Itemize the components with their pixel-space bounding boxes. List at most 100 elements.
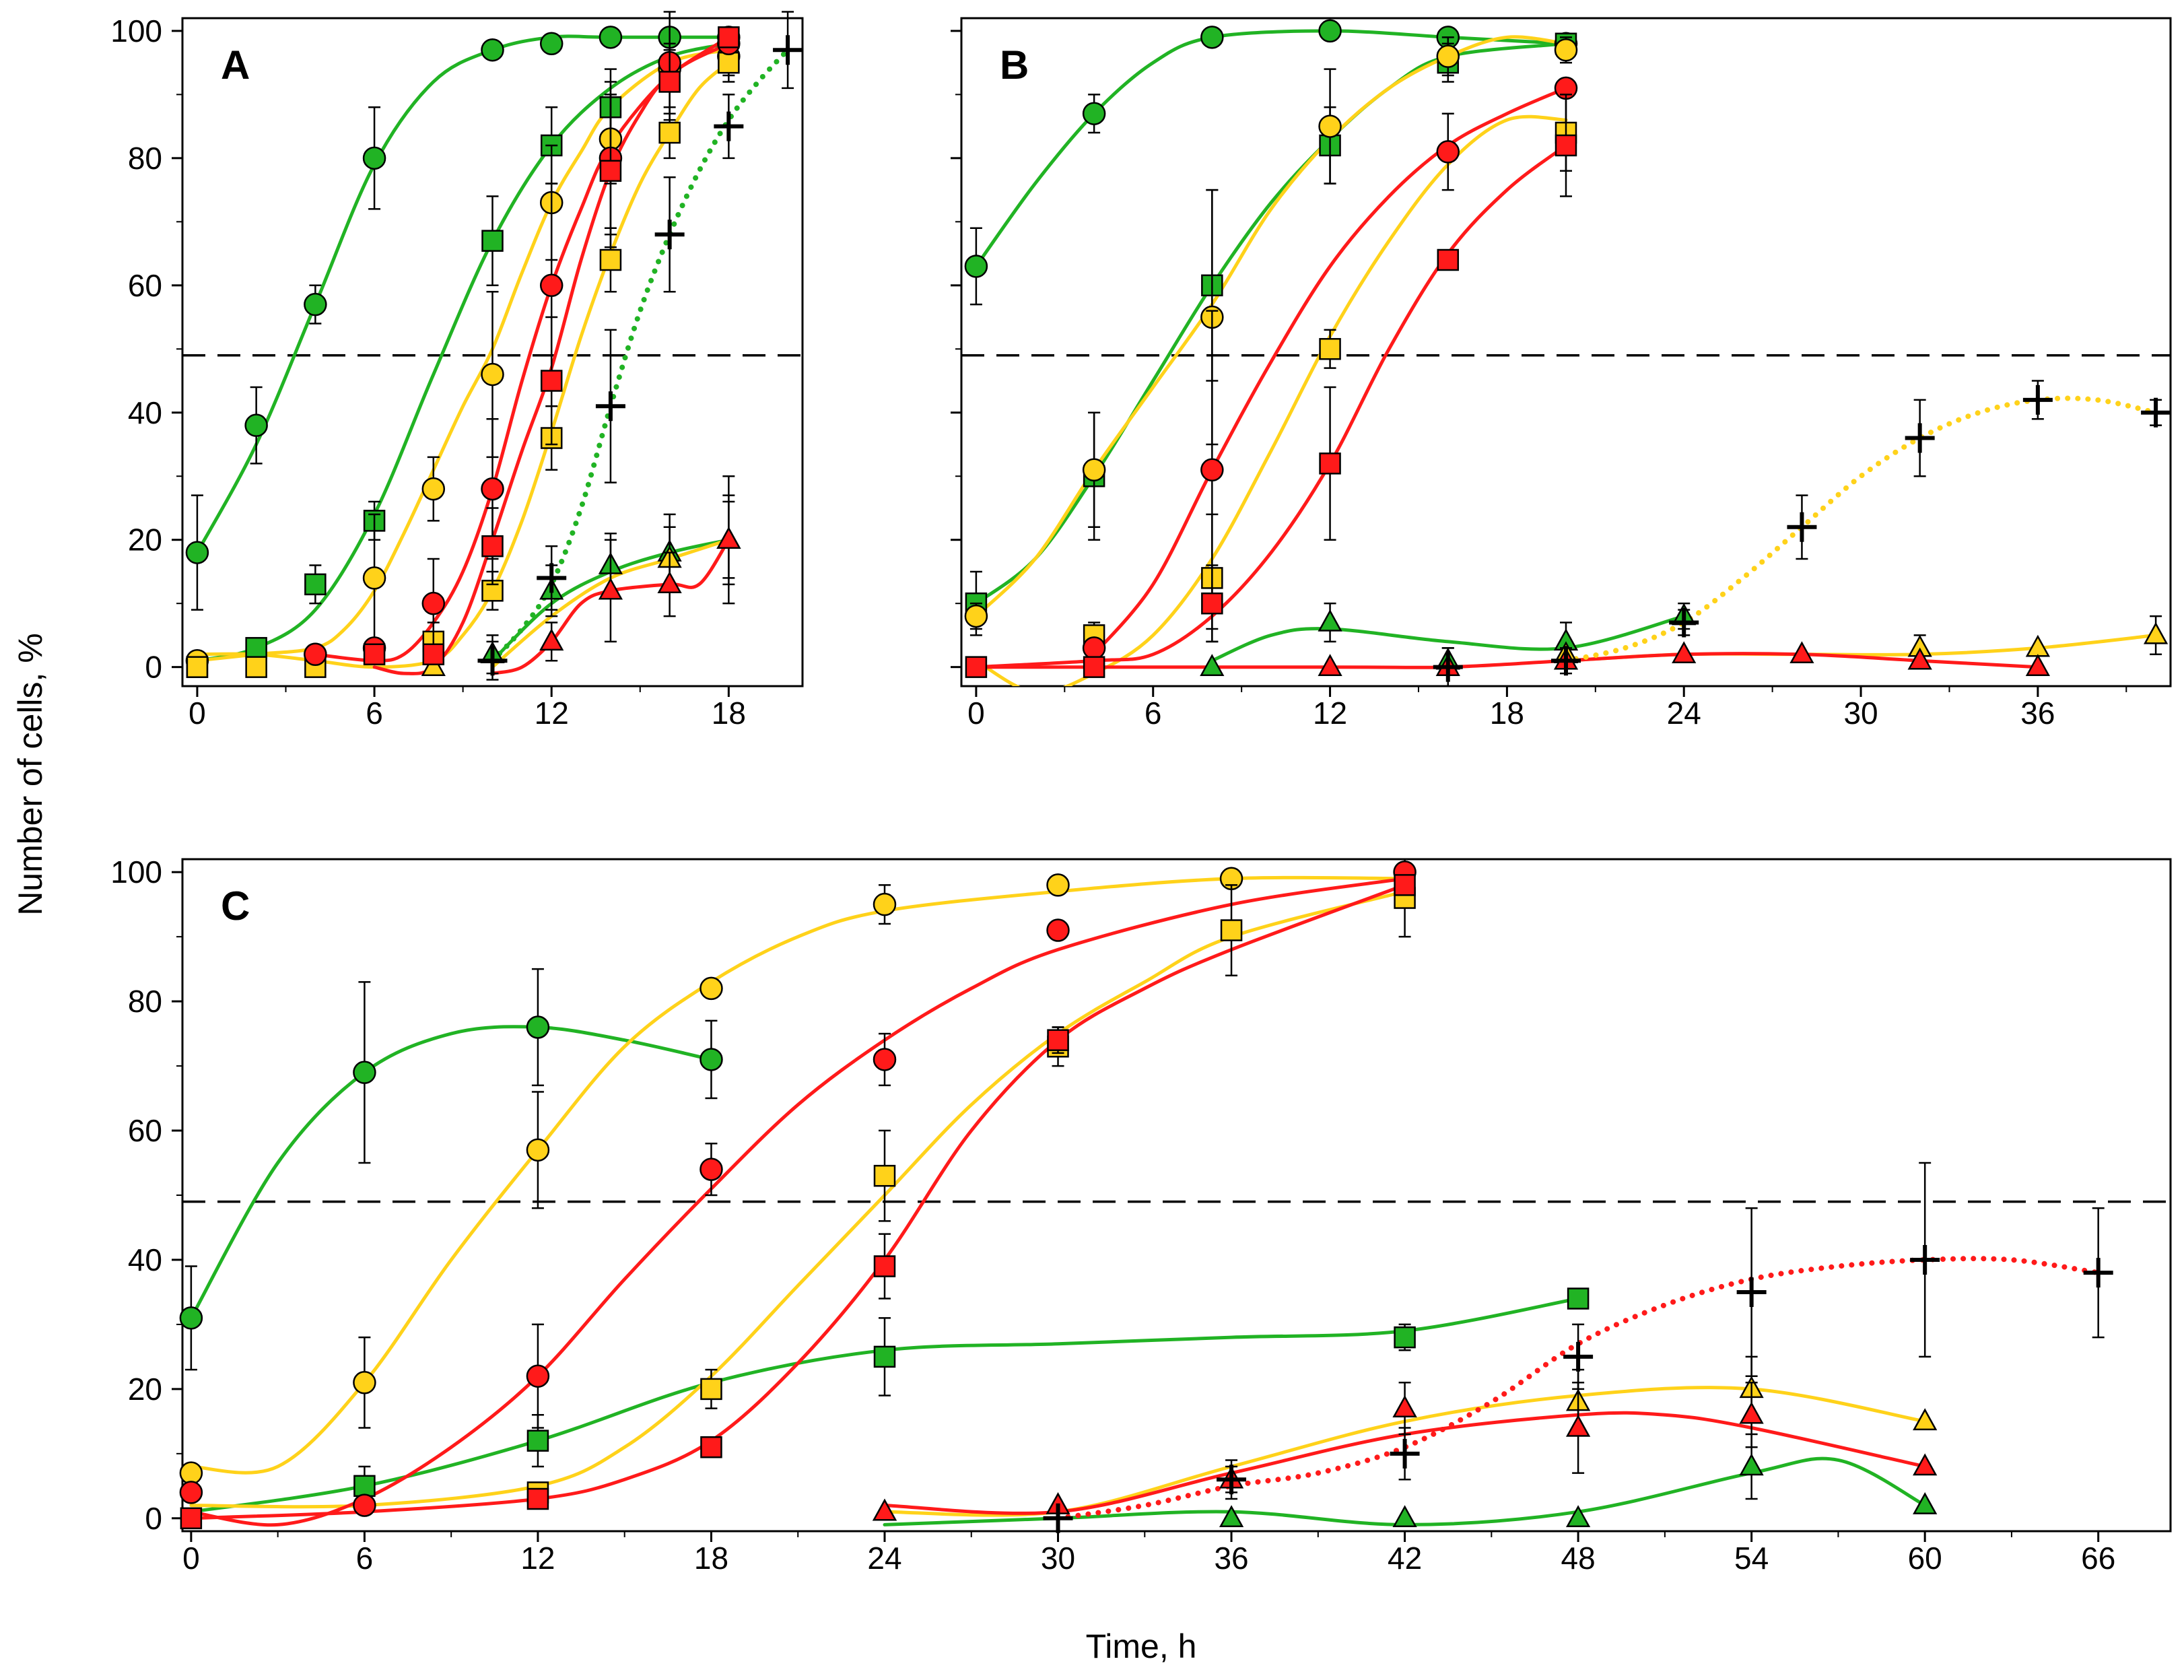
black-cross-point bbox=[1787, 512, 1817, 542]
x-tick-label: 24 bbox=[1667, 696, 1701, 731]
yellow-square-point bbox=[1319, 338, 1341, 360]
green-square-point bbox=[481, 230, 504, 252]
black-cross-point bbox=[595, 391, 625, 422]
black-cross-point bbox=[1910, 1244, 1940, 1275]
red-circle-point bbox=[353, 1493, 376, 1517]
green-triangle-point bbox=[1219, 1505, 1244, 1528]
y-tick-label: 100 bbox=[110, 13, 162, 48]
green-square-point bbox=[245, 637, 267, 659]
green-triangle-point bbox=[1565, 1505, 1591, 1528]
red-triangle-point bbox=[1672, 641, 1697, 664]
red-circle-point bbox=[1082, 636, 1106, 660]
yellow-circle-point bbox=[353, 1371, 376, 1395]
x-tick-label: 6 bbox=[356, 1541, 374, 1576]
black-cross-point bbox=[537, 563, 567, 593]
red-circle-point bbox=[304, 642, 327, 667]
yellow-circle-point bbox=[1082, 458, 1106, 482]
black-cross-point bbox=[477, 646, 508, 676]
yellow-circle-point bbox=[1046, 873, 1070, 897]
green-square-point bbox=[1567, 1287, 1590, 1310]
y-tick-label: 60 bbox=[128, 1113, 162, 1148]
yellow-circle-point bbox=[1554, 38, 1578, 62]
red-triangle-point bbox=[539, 628, 564, 651]
yellow-circle-point bbox=[964, 604, 988, 628]
curve-green-square bbox=[974, 42, 1568, 605]
x-tick-label: 36 bbox=[2020, 696, 2055, 731]
green-circle-point bbox=[964, 255, 988, 278]
data-points bbox=[185, 11, 803, 681]
x-tick-label: 12 bbox=[520, 1541, 555, 1576]
y-axis-title: Number of cells, % bbox=[11, 633, 49, 916]
red-square-point bbox=[718, 26, 740, 48]
black-cross-point bbox=[1563, 1341, 1594, 1372]
red-triangle-point bbox=[598, 577, 623, 600]
curve-yellow-circle bbox=[974, 35, 1568, 618]
black-cross-point bbox=[1736, 1277, 1767, 1307]
red-triangle-point bbox=[1739, 1401, 1764, 1424]
red-square-point bbox=[1083, 656, 1105, 678]
black-cross-point bbox=[773, 35, 803, 65]
yellow-circle-point bbox=[1436, 44, 1460, 68]
plot-frame bbox=[181, 858, 2172, 1533]
y-tick-label: 60 bbox=[128, 268, 162, 303]
y-tick-label: 40 bbox=[128, 395, 162, 430]
red-triangle-point bbox=[1565, 1414, 1591, 1437]
x-tick-label: 6 bbox=[1145, 696, 1162, 731]
yellow-circle-point bbox=[526, 1138, 550, 1162]
black-cross-point bbox=[1551, 646, 1581, 676]
black-cross-point bbox=[714, 111, 744, 141]
data-points bbox=[179, 858, 2113, 1533]
red-square-point bbox=[1319, 452, 1341, 475]
x-tick-label: 6 bbox=[366, 696, 383, 731]
green-circle-point bbox=[353, 1061, 376, 1084]
green-circle-point bbox=[599, 26, 623, 49]
yellow-circle-point bbox=[873, 892, 897, 916]
red-circle-point bbox=[526, 1364, 550, 1388]
curve-black-cross bbox=[489, 47, 791, 664]
black-cross-point bbox=[1905, 423, 1935, 453]
curve-red-triangle bbox=[491, 538, 730, 675]
y-tick-label: 0 bbox=[145, 650, 162, 685]
curve-red-circle bbox=[189, 877, 1407, 1527]
curve-red-circle bbox=[1092, 86, 1568, 657]
red-square-point bbox=[1047, 1029, 1069, 1051]
green-triangle-point bbox=[1739, 1453, 1764, 1476]
x-tick-label: 0 bbox=[189, 696, 206, 731]
yellow-circle-point bbox=[481, 362, 504, 387]
y-tick-label: 0 bbox=[145, 1501, 162, 1536]
green-circle-point bbox=[179, 1306, 203, 1330]
red-square-point bbox=[1201, 592, 1223, 615]
red-circle-point bbox=[1436, 140, 1460, 164]
yellow-triangle-point bbox=[421, 654, 446, 676]
x-tick-label: 12 bbox=[1313, 696, 1347, 731]
green-triangle-point bbox=[1200, 654, 1225, 676]
curve-yellow-circle bbox=[195, 48, 730, 663]
red-triangle-point bbox=[1913, 1453, 1938, 1476]
x-tick-label: 48 bbox=[1561, 1541, 1596, 1576]
green-circle-point bbox=[1082, 102, 1106, 125]
x-tick-label: 42 bbox=[1388, 1541, 1422, 1576]
red-circle-point bbox=[1046, 918, 1070, 942]
curve-red-square bbox=[974, 143, 1568, 669]
green-circle-point bbox=[362, 146, 386, 170]
yellow-square-point bbox=[599, 248, 622, 271]
panel-label: A bbox=[221, 42, 250, 88]
black-cross-point bbox=[2083, 1258, 2113, 1288]
green-circle-point bbox=[699, 1048, 723, 1071]
x-tick-label: 18 bbox=[1490, 696, 1524, 731]
red-circle-point bbox=[699, 1157, 723, 1181]
data-points bbox=[964, 19, 2171, 687]
red-triangle-point bbox=[716, 527, 741, 549]
x-tick-label: 36 bbox=[1214, 1541, 1248, 1576]
black-cross-point bbox=[1433, 652, 1463, 682]
x-tick-label: 18 bbox=[712, 696, 746, 731]
red-triangle-point bbox=[1392, 1395, 1417, 1417]
red-circle-point bbox=[873, 1048, 897, 1071]
curve-yellow-square bbox=[195, 61, 730, 669]
yellow-square-point bbox=[186, 656, 209, 678]
x-tick-label: 0 bbox=[967, 696, 985, 731]
y-tick-label: 80 bbox=[128, 141, 162, 176]
black-cross-point bbox=[2022, 384, 2053, 415]
y-tick-label: 80 bbox=[128, 984, 162, 1019]
